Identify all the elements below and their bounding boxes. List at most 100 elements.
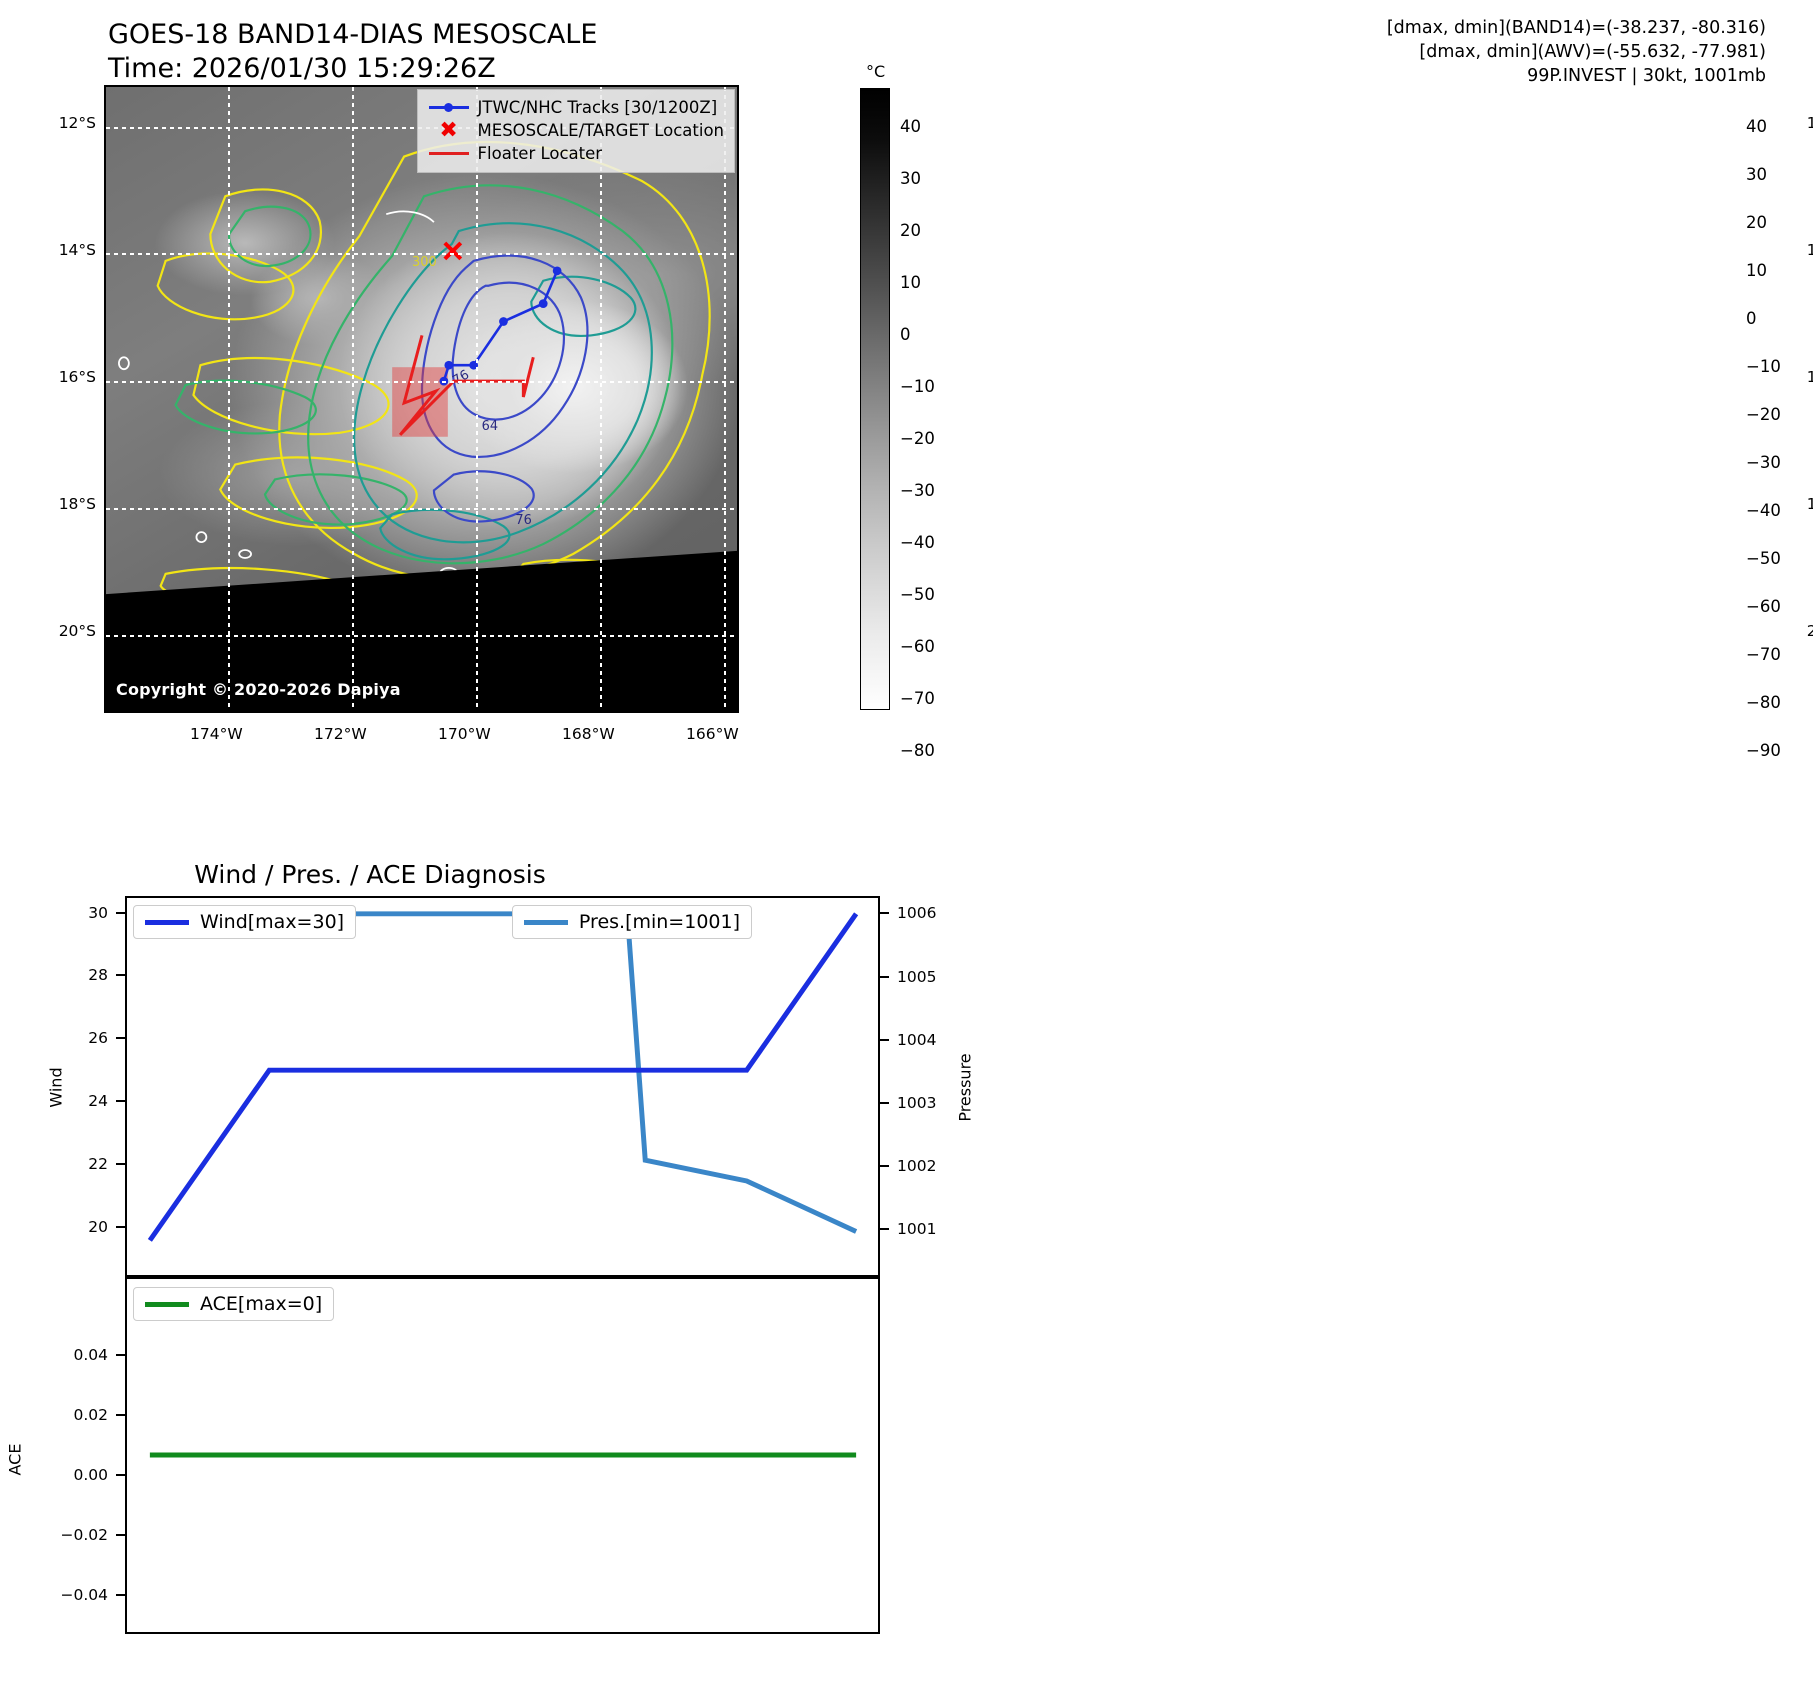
pres-tick-1002 <box>880 1165 889 1168</box>
ace-tick-000 <box>116 1474 125 1477</box>
legend-label-floater: Floater Locater <box>477 144 603 163</box>
gridline-lat-16s <box>106 381 737 383</box>
track-line-marker-icon <box>428 103 470 112</box>
ir-lon-tick-168w: 168°W <box>562 725 615 743</box>
legend-label-tracks: JTWC/NHC Tracks [30/1200Z] <box>477 98 718 117</box>
gridline-lat-18s <box>106 508 737 510</box>
pres-label-1002: 1002 <box>897 1157 937 1175</box>
awv-cbar-label-n30: −30 <box>1746 453 1781 472</box>
awv-cbar-label-n80: −80 <box>1746 693 1781 712</box>
ace-chart[interactable] <box>125 1277 880 1634</box>
ir-colorbar-unit: °C <box>866 62 886 81</box>
wind-tick-28 <box>116 974 125 977</box>
ir-lat-tick-14s: 14°S <box>58 241 96 259</box>
wind-tick-20 <box>116 1226 125 1229</box>
pres-tick-1005 <box>880 976 889 979</box>
floater-locater-track <box>398 335 535 436</box>
pres-label-1001: 1001 <box>897 1220 937 1238</box>
gridline-lon-166w <box>724 87 726 711</box>
awv-cbar-label-20: 20 <box>1746 213 1767 232</box>
wind-tick-22 <box>116 1163 125 1166</box>
pres-tick-1006 <box>880 912 889 915</box>
wind-label-20: 20 <box>88 1218 108 1236</box>
ace-axis-title: ACE <box>5 1443 25 1476</box>
ace-tick-004 <box>116 1354 125 1357</box>
awv-lat-tick-20s: 20°S <box>1806 622 1813 640</box>
awv-cbar-label-40: 40 <box>1746 117 1767 136</box>
legend-label-target: MESOSCALE/TARGET Location <box>477 121 724 140</box>
observation-time: Time: 2026/01/30 15:29:26Z <box>108 53 496 84</box>
gridline-lat-20s <box>106 635 737 637</box>
ace-legend[interactable]: ACE[max=0] <box>133 1287 335 1321</box>
ir-lat-tick-16s: 16°S <box>58 368 96 386</box>
wind-tick-26 <box>116 1037 125 1040</box>
floater-box <box>392 367 448 437</box>
wind-pressure-chart[interactable] <box>125 896 880 1277</box>
awv-lat-tick-16s: 16°S <box>1806 368 1813 386</box>
ir-lat-tick-20s: 20°S <box>58 622 96 640</box>
wind-legend[interactable]: Wind[max=30] <box>133 905 357 939</box>
wind-tick-30 <box>116 912 125 915</box>
ir-cbar-label-n10: −10 <box>900 377 935 396</box>
ir-mesoscale-panel: GOES-18 BAND14-DIAS MESOSCALE Time: 2026… <box>0 0 900 760</box>
pressure-legend-label: Pres.[min=1001] <box>578 911 740 933</box>
ir-cbar-label-n50: −50 <box>900 585 935 604</box>
ace-label-000: 0.00 <box>73 1466 108 1484</box>
wind-pressure-series <box>147 911 859 1242</box>
awv-cbar-label-0: 0 <box>1746 309 1757 328</box>
pres-tick-1003 <box>880 1102 889 1105</box>
awv-cbar-label-n60: −60 <box>1746 597 1781 616</box>
contour-label: 76 <box>450 367 472 388</box>
ace-legend-swatch <box>145 1301 189 1307</box>
ace-label-neg002: −0.02 <box>60 1526 109 1544</box>
pressure-legend[interactable]: Pres.[min=1001] <box>511 905 752 939</box>
ir-colorbar[interactable] <box>860 88 890 710</box>
legend-item-floater: Floater Locater <box>428 142 724 165</box>
ir-lat-tick-18s: 18°S <box>58 495 96 513</box>
wind-line <box>147 912 859 1242</box>
pres-label-1003: 1003 <box>897 1094 937 1112</box>
ir-cbar-label-n60: −60 <box>900 637 935 656</box>
gridline-lon-168w <box>600 87 602 711</box>
gridline-lat-14s <box>106 253 737 255</box>
wind-label-30: 30 <box>88 904 108 922</box>
wind-legend-swatch <box>145 919 189 925</box>
wmg-panel: WMG Count: 0 <box>900 760 1813 1690</box>
pres-tick-1004 <box>880 1039 889 1042</box>
contour-label: 64 <box>482 419 498 434</box>
awv-cbar-label-n50: −50 <box>1746 549 1781 568</box>
ace-label-004: 0.04 <box>73 1346 108 1364</box>
ace-series <box>149 1452 857 1458</box>
map-legend: JTWC/NHC Tracks [30/1200Z] ✖ MESOSCALE/T… <box>416 89 735 173</box>
awv-lat-tick-18s: 18°S <box>1806 495 1813 513</box>
ir-satellite-image[interactable]: 76 76 64 300 <box>104 85 739 713</box>
ace-tick-neg002 <box>116 1534 125 1537</box>
ir-lon-tick-174w: 174°W <box>190 725 243 743</box>
awv-cbar-label-n10: −10 <box>1746 357 1781 376</box>
ir-cbar-label-10: 10 <box>900 273 921 292</box>
gridline-lon-170w <box>476 87 478 711</box>
page-title: GOES-18 BAND14-DIAS MESOSCALE <box>108 19 598 50</box>
pres-tick-1001 <box>880 1228 889 1231</box>
red-line-icon <box>428 152 470 155</box>
ace-tick-neg004 <box>116 1594 125 1597</box>
gridline-lon-174w <box>228 87 230 711</box>
ir-cbar-label-0: 0 <box>900 325 911 344</box>
ir-cbar-label-n20: −20 <box>900 429 935 448</box>
ir-cbar-label-20: 20 <box>900 221 921 240</box>
pres-label-1006: 1006 <box>897 904 937 922</box>
awv-cbar-label-30: 30 <box>1746 165 1767 184</box>
wind-label-24: 24 <box>88 1092 108 1110</box>
ir-lon-tick-172w: 172°W <box>314 725 367 743</box>
ir-cbar-label-n30: −30 <box>900 481 935 500</box>
awv-cbar-label-n70: −70 <box>1746 645 1781 664</box>
ir-cbar-label-n80: −80 <box>900 741 935 760</box>
wind-label-26: 26 <box>88 1029 108 1047</box>
legend-item-tracks: JTWC/NHC Tracks [30/1200Z] <box>428 96 724 119</box>
pres-label-1005: 1005 <box>897 968 937 986</box>
awv-cbar-label-n90: −90 <box>1746 741 1781 760</box>
contour-label: 300 <box>412 255 437 270</box>
ace-tick-002 <box>116 1414 125 1417</box>
wind-axis-title: Wind <box>46 1067 66 1108</box>
wind-legend-label: Wind[max=30] <box>200 911 345 933</box>
